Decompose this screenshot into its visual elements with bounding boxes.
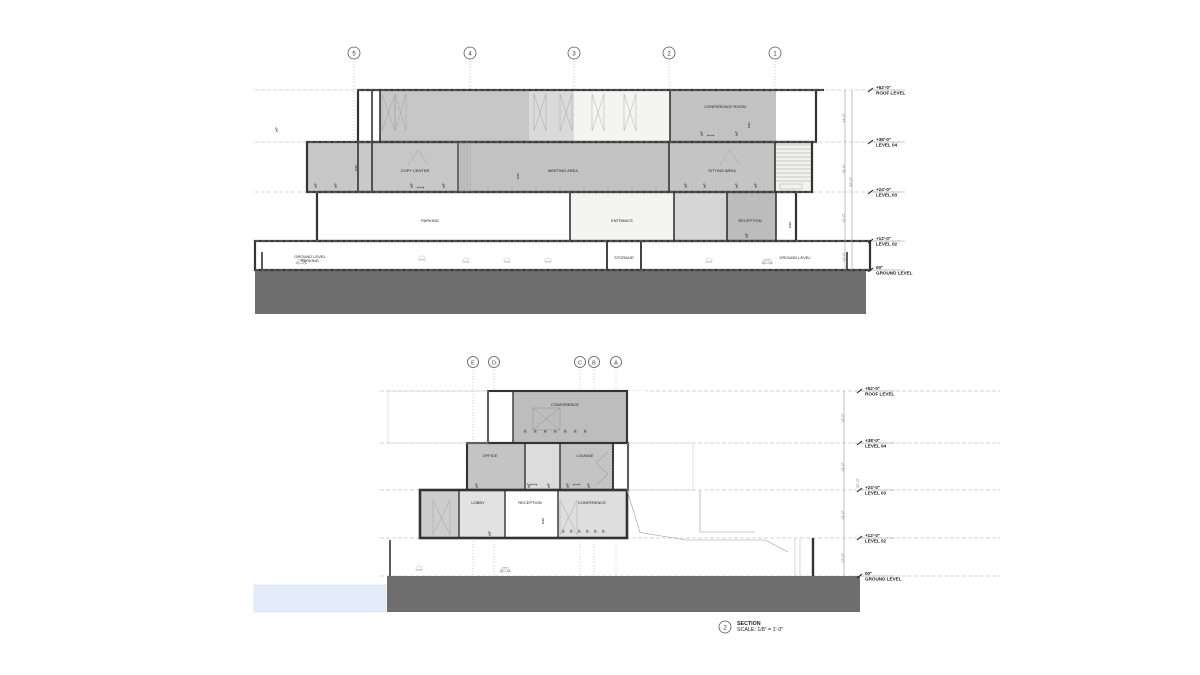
svg-text:00": 00" xyxy=(865,571,872,576)
svg-text:E: E xyxy=(471,360,475,366)
svg-text:LEVEL 04: LEVEL 04 xyxy=(876,142,898,147)
svg-text:+24'-0": +24'-0" xyxy=(865,485,880,490)
svg-text:ENTRANCE: ENTRANCE xyxy=(611,218,633,223)
svg-text:PARKING: PARKING xyxy=(421,218,439,223)
svg-text:ROOF LEVEL: ROOF LEVEL xyxy=(865,391,895,396)
svg-text:SITTING AREA: SITTING AREA xyxy=(708,168,736,173)
svg-text:32'-0": 32'-0" xyxy=(849,177,853,187)
svg-text:LOBBY: LOBBY xyxy=(471,500,485,505)
svg-text:PARKING: PARKING xyxy=(301,258,319,263)
svg-text:+38'-0": +38'-0" xyxy=(865,438,880,443)
svg-text:LEVEL 03: LEVEL 03 xyxy=(865,490,887,495)
svg-text:D: D xyxy=(492,360,496,366)
svg-text:+52'-0": +52'-0" xyxy=(865,386,880,391)
svg-text:14'-0": 14'-0" xyxy=(841,462,845,472)
svg-text:LOUNGE: LOUNGE xyxy=(577,453,594,458)
svg-text:GROUND LEVEL: GROUND LEVEL xyxy=(779,255,811,260)
svg-text:LEVEL 02: LEVEL 02 xyxy=(876,241,898,246)
svg-text:14'-0": 14'-0" xyxy=(842,113,846,123)
svg-text:LEVEL 04: LEVEL 04 xyxy=(865,443,887,448)
svg-text:+24'-0": +24'-0" xyxy=(876,187,891,192)
svg-text:STORAGE: STORAGE xyxy=(614,255,634,260)
svg-text:MEETING AREA: MEETING AREA xyxy=(548,168,578,173)
svg-text:14'-0": 14'-0" xyxy=(841,413,845,423)
svg-text:LEVEL 02: LEVEL 02 xyxy=(865,538,887,543)
svg-text:COPY CENTER: COPY CENTER xyxy=(401,168,430,173)
svg-text:OFFICE: OFFICE xyxy=(483,453,498,458)
svg-text:+38'-0": +38'-0" xyxy=(876,137,891,142)
svg-text:GROUND LEVEL: GROUND LEVEL xyxy=(865,576,902,581)
svg-text:ROOF LEVEL: ROOF LEVEL xyxy=(876,90,906,95)
svg-text:00": 00" xyxy=(876,265,883,270)
svg-text:A: A xyxy=(614,360,618,366)
svg-text:CONFERENCE: CONFERENCE xyxy=(551,402,579,407)
svg-text:RECEPTION: RECEPTION xyxy=(518,500,541,505)
svg-text:SCALE: 1/8" = 1'-0": SCALE: 1/8" = 1'-0" xyxy=(737,627,783,633)
svg-text:16'-0": 16'-0" xyxy=(842,164,846,174)
svg-text:+12'-0": +12'-0" xyxy=(865,533,880,538)
svg-text:B: B xyxy=(592,360,596,366)
svg-text:C: C xyxy=(578,360,582,366)
svg-text:12'-0": 12'-0" xyxy=(842,252,846,262)
svg-text:CONFERENCE: CONFERENCE xyxy=(578,500,606,505)
svg-text:14'-0": 14'-0" xyxy=(841,510,845,520)
svg-text:+12'-0": +12'-0" xyxy=(876,236,891,241)
svg-text:+52'-0": +52'-0" xyxy=(876,85,891,90)
svg-text:LEVEL 03: LEVEL 03 xyxy=(876,192,898,197)
svg-text:CONFERENCE ROOM: CONFERENCE ROOM xyxy=(704,104,746,109)
svg-text:GROUND LEVEL: GROUND LEVEL xyxy=(876,270,913,275)
svg-text:32'-0": 32'-0" xyxy=(856,478,860,488)
svg-text:RECEPTION: RECEPTION xyxy=(738,218,761,223)
svg-text:12'-0": 12'-0" xyxy=(842,213,846,223)
svg-text:12'-0": 12'-0" xyxy=(841,553,845,563)
